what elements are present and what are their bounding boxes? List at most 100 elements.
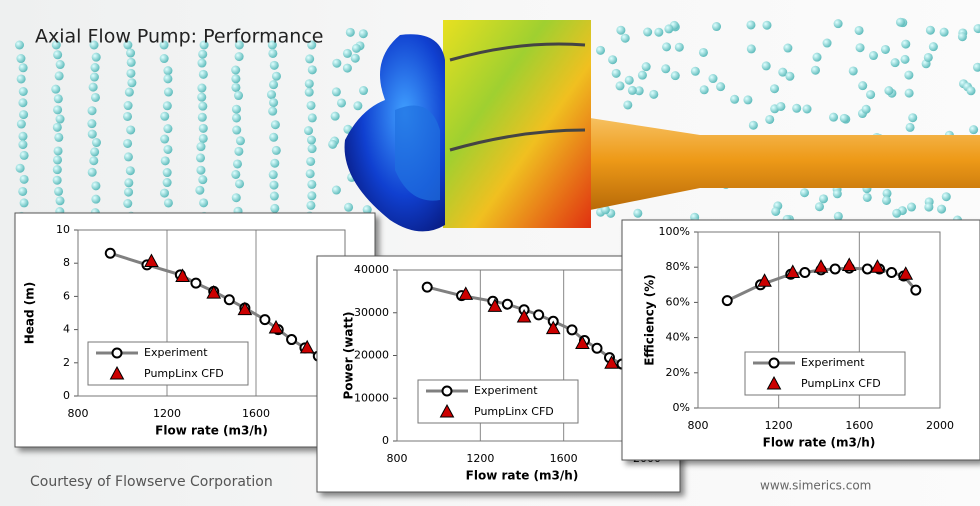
particle [771, 207, 780, 216]
particle [127, 78, 136, 87]
particle [125, 88, 134, 97]
particle [306, 157, 315, 166]
particle [661, 64, 670, 73]
particle [762, 21, 771, 30]
particle [163, 178, 172, 187]
particle [337, 98, 346, 107]
particle [351, 54, 360, 63]
particle [623, 100, 632, 109]
y-tick-label: 0 [63, 389, 70, 402]
particle [123, 139, 132, 148]
particle [834, 19, 843, 28]
circle-marker [887, 268, 896, 277]
particle [53, 176, 62, 185]
circle-marker [443, 387, 452, 396]
particle [332, 87, 341, 96]
particle [305, 54, 314, 63]
particle [124, 188, 133, 197]
circle-marker [723, 296, 732, 305]
particle [840, 114, 849, 123]
particle [198, 175, 207, 184]
particle [232, 193, 241, 202]
particle [54, 133, 63, 142]
particle [671, 71, 680, 80]
particle [55, 71, 64, 80]
particle [269, 133, 278, 142]
particle [198, 102, 207, 111]
particle [126, 125, 135, 134]
particle [813, 53, 822, 62]
y-tick-label: 100% [659, 225, 690, 238]
particle [762, 61, 771, 70]
particle [749, 121, 758, 130]
particle [770, 84, 779, 93]
particle [199, 134, 208, 143]
y-tick-label: 0 [382, 434, 389, 447]
y-tick-label: 80% [666, 260, 690, 273]
legend-label: Experiment [474, 384, 538, 397]
particle [616, 26, 625, 35]
particle [901, 55, 910, 64]
particle [811, 66, 820, 75]
particle [163, 101, 172, 110]
particle [343, 49, 352, 58]
particle [308, 144, 317, 153]
y-tick-label: 10000 [354, 391, 389, 404]
legend-label: Experiment [801, 356, 865, 369]
particle [88, 106, 97, 115]
circle-marker [770, 359, 779, 368]
particle [89, 156, 98, 165]
particle [91, 181, 100, 190]
particle [91, 195, 100, 204]
particle [164, 88, 173, 97]
y-axis-title: Efficiency (%) [643, 274, 657, 366]
particle [53, 105, 62, 114]
particle [662, 42, 671, 51]
particle [163, 74, 172, 83]
circle-marker [831, 264, 840, 273]
particle [306, 201, 315, 210]
particle [856, 43, 865, 52]
credit: Courtesy of Flowserve Corporation [30, 474, 273, 490]
particle [833, 189, 842, 198]
particle [199, 198, 208, 207]
website: www.simerics.com [760, 479, 871, 493]
circle-marker [503, 300, 512, 309]
particle [231, 65, 240, 74]
particle [304, 126, 313, 135]
particle [346, 28, 355, 37]
particle [926, 26, 935, 35]
particle [232, 105, 241, 114]
particle [352, 44, 361, 53]
particle [649, 90, 658, 99]
particle [967, 86, 976, 95]
y-axis-title: Head (m) [23, 282, 37, 345]
legend-label: PumpLinx CFD [144, 367, 224, 380]
particle [161, 156, 170, 165]
particle [344, 203, 353, 212]
particle [89, 83, 98, 92]
y-axis-title: Power (watt) [342, 312, 356, 400]
particle [198, 113, 207, 122]
y-tick-label: 8 [63, 256, 70, 269]
particle [198, 50, 207, 59]
particle [126, 69, 135, 78]
particle [306, 169, 315, 178]
particle [90, 147, 99, 156]
x-tick-label: 800 [688, 419, 709, 432]
particle [331, 112, 340, 121]
circle-marker [534, 310, 543, 319]
particle [940, 28, 949, 37]
y-tick-label: 4 [63, 323, 70, 336]
particle [53, 50, 62, 59]
particle [53, 155, 62, 164]
particle [269, 170, 278, 179]
particle [232, 126, 241, 135]
y-tick-label: 0% [673, 401, 690, 414]
particle [269, 80, 278, 89]
particle [269, 181, 278, 190]
legend-label: Experiment [144, 346, 208, 359]
particle [160, 54, 169, 63]
particle [343, 64, 352, 73]
particle [160, 189, 169, 198]
